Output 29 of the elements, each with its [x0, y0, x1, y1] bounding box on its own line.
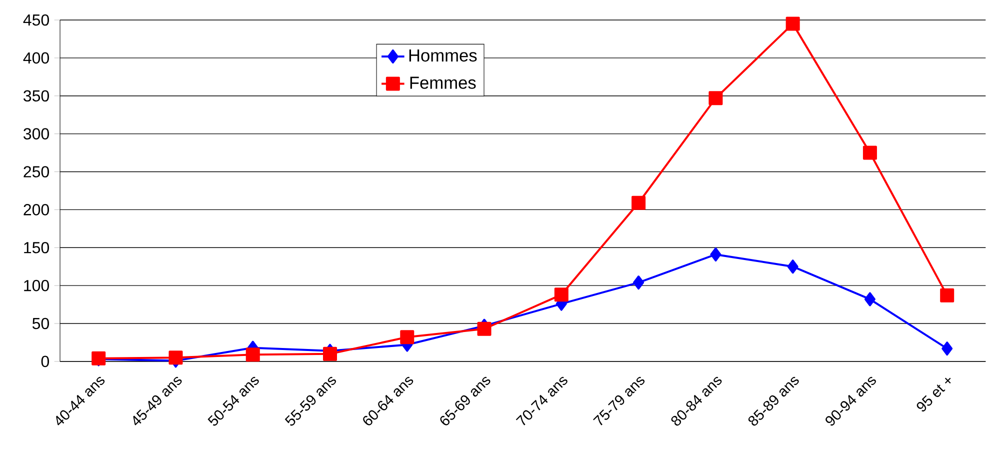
point: [323, 346, 338, 361]
y-tick-label: 450: [23, 14, 49, 26]
y-tick-label: 50: [32, 318, 49, 330]
point: [708, 91, 723, 106]
point: [633, 275, 644, 290]
y-tick-label: 0: [41, 356, 49, 368]
point: [168, 350, 183, 365]
point: [786, 16, 800, 31]
legend-label: Hommes: [409, 49, 477, 62]
point: [942, 341, 953, 356]
y-tick-label: 200: [24, 204, 49, 216]
y-tick-label: 250: [24, 166, 49, 178]
y-tick-label: 350: [24, 90, 49, 102]
point: [940, 288, 954, 302]
point: [710, 247, 722, 262]
point: [862, 146, 877, 160]
y-tick-label: 300: [24, 128, 49, 140]
point: [554, 288, 568, 302]
y-tick-label: 400: [23, 52, 49, 64]
x-tick-label: 95 et +: [916, 378, 951, 412]
point: [477, 322, 492, 336]
point: [787, 260, 798, 274]
point: [632, 196, 646, 210]
point: [864, 292, 876, 306]
y-tick-label: 100: [24, 280, 49, 292]
y-tick-label: 150: [24, 242, 49, 254]
point: [246, 348, 260, 362]
point: [400, 330, 414, 344]
legend-label: Femmes: [410, 76, 476, 89]
